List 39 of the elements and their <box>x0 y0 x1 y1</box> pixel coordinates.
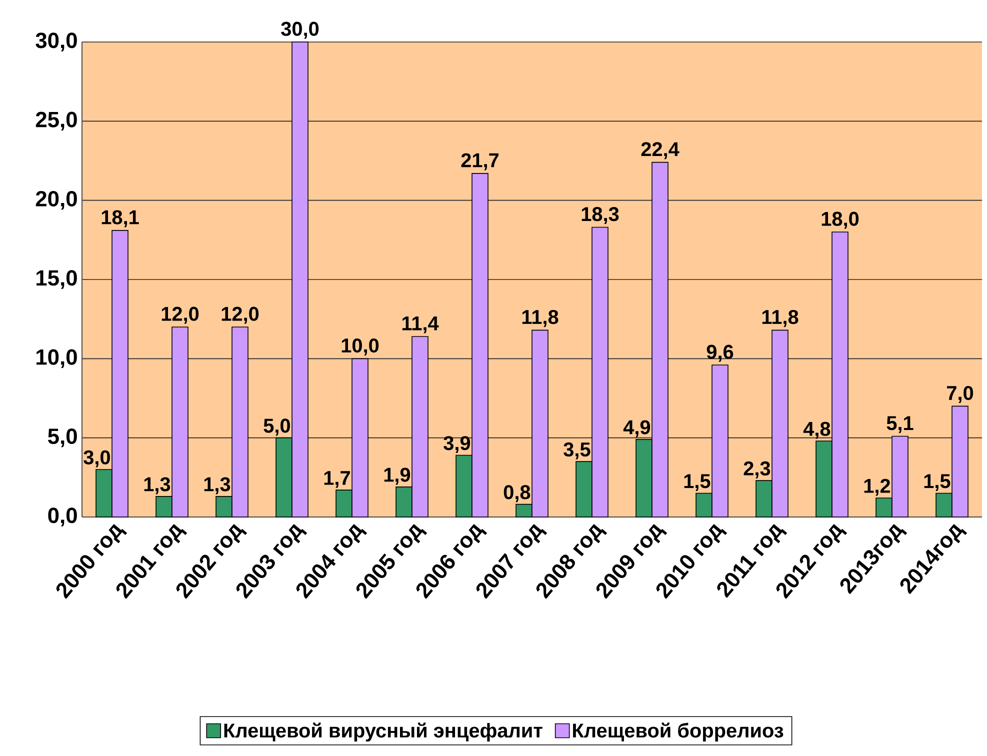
legend-label: Клещевой боррелиоз <box>573 722 784 742</box>
y-tick-label: 5,0 <box>48 428 77 448</box>
y-tick-label: 20,0 <box>36 190 77 210</box>
data-label: 1,5 <box>924 474 950 492</box>
data-label: 10,0 <box>342 338 379 356</box>
data-label: 1,7 <box>324 471 350 488</box>
data-label: 1,2 <box>864 478 890 496</box>
y-tick-label: 10,0 <box>36 349 77 368</box>
data-label: 11,4 <box>402 316 439 334</box>
data-label: 3,9 <box>444 436 470 454</box>
data-label: 2,3 <box>744 461 770 478</box>
data-label: 3,5 <box>564 442 590 460</box>
data-label: 1,5 <box>684 474 710 492</box>
data-label: 3,0 <box>84 450 110 468</box>
data-label: 12,0 <box>162 306 199 324</box>
legend-label: Клещевой вирусный энцефалит <box>224 722 542 742</box>
y-tick-label: 30,0 <box>36 32 77 52</box>
data-label: 1,3 <box>204 477 230 494</box>
data-label: 11,8 <box>522 310 558 327</box>
data-label: 4,8 <box>803 422 830 439</box>
data-label: 0,8 <box>504 485 530 502</box>
data-label: 30,0 <box>281 22 319 39</box>
data-label: 18,0 <box>822 212 859 229</box>
y-tick-label: 15,0 <box>36 270 77 289</box>
y-tick-label: 0,0 <box>48 508 77 526</box>
data-label: 5,1 <box>886 416 914 434</box>
data-label: 22,4 <box>641 142 680 160</box>
data-label: 21,7 <box>461 153 499 170</box>
data-label: 1,9 <box>384 468 410 485</box>
data-label: 18,1 <box>102 210 139 228</box>
data-label: 4,9 <box>623 420 650 438</box>
data-label: 7,0 <box>947 386 974 403</box>
data-label: 9,6 <box>706 344 734 362</box>
data-label: 18,3 <box>582 207 619 224</box>
data-label: 12,0 <box>222 306 259 324</box>
y-tick-label: 25,0 <box>36 112 77 131</box>
data-label: 5,0 <box>264 418 290 436</box>
data-label: 1,3 <box>144 477 170 494</box>
data-label: 11,8 <box>762 310 798 327</box>
